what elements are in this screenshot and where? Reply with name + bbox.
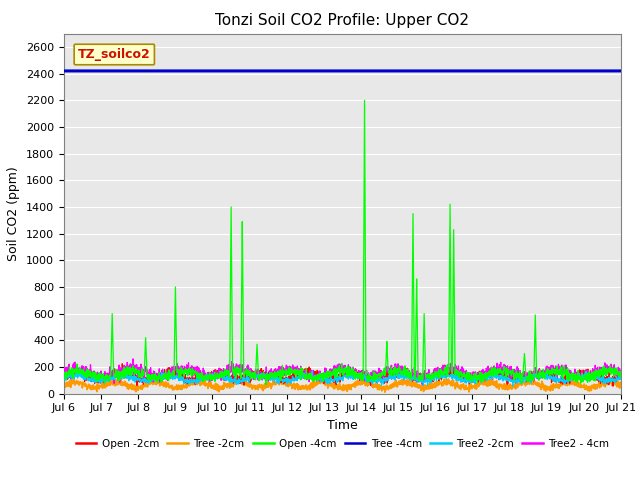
X-axis label: Time: Time xyxy=(327,419,358,432)
Text: TZ_soilco2: TZ_soilco2 xyxy=(78,48,150,61)
Title: Tonzi Soil CO2 Profile: Upper CO2: Tonzi Soil CO2 Profile: Upper CO2 xyxy=(216,13,469,28)
Legend: Open -2cm, Tree -2cm, Open -4cm, Tree -4cm, Tree2 -2cm, Tree2 - 4cm: Open -2cm, Tree -2cm, Open -4cm, Tree -4… xyxy=(72,435,613,453)
Y-axis label: Soil CO2 (ppm): Soil CO2 (ppm) xyxy=(8,166,20,261)
